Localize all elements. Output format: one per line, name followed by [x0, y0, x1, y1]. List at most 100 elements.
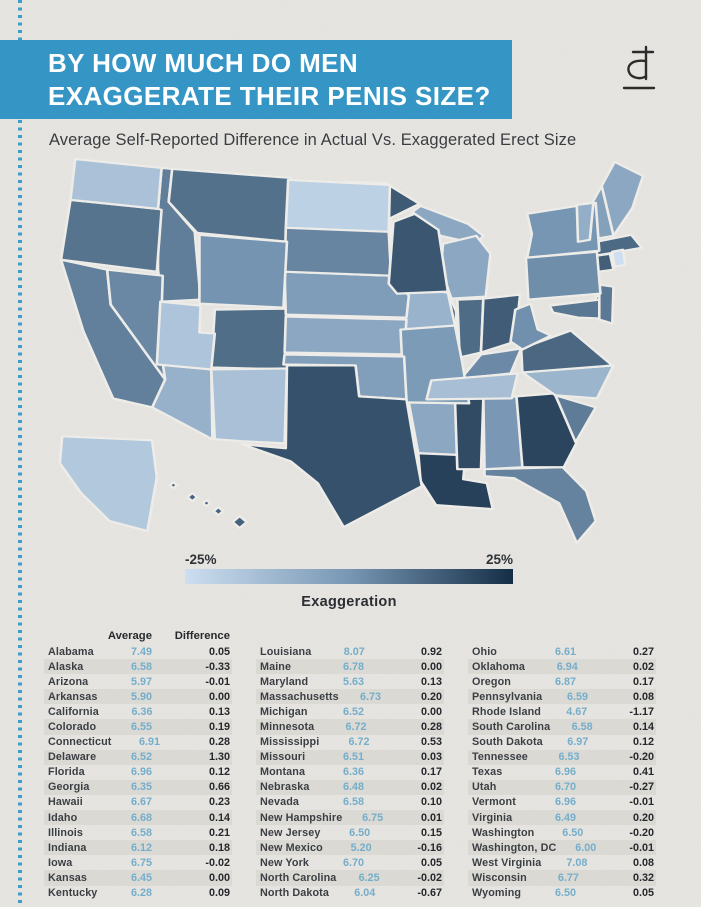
state-difference-value: 0.10 — [420, 796, 442, 809]
state-name: Texas — [472, 766, 503, 779]
state-difference-value: 0.00 — [420, 705, 442, 718]
state-name: Arizona — [48, 675, 89, 688]
table-row: Connecticut 6.91 0.28 — [44, 735, 232, 750]
state-average-value: 6.58 — [342, 796, 364, 809]
table-row: Montana 6.36 0.17 — [256, 765, 444, 780]
table-row: South Carolina 6.58 0.14 — [468, 719, 656, 735]
state-difference-value: 0.08 — [632, 690, 654, 703]
table-row: Idaho 6.68 0.14 — [44, 810, 232, 826]
table-row: Michigan 6.52 0.00 — [256, 704, 444, 719]
table-row: Mississippi 6.72 0.53 — [256, 735, 444, 750]
table-column-group-2: Louisiana 8.07 0.92 Maine 6.78 0.00 Maryland 5.… — [256, 627, 444, 901]
state-average-value: 6.70 — [342, 856, 364, 869]
legend-axis-label: Exaggeration — [301, 594, 397, 610]
state-difference-value: 0.92 — [420, 645, 442, 658]
header-average: Average — [107, 629, 152, 642]
state-name: Michigan — [260, 705, 308, 718]
table-header-row: Average Difference — [44, 627, 232, 644]
table-row: Georgia 6.35 0.66 — [44, 779, 232, 795]
state-name: Tennessee — [472, 751, 528, 764]
state-average-value: 6.45 — [130, 871, 152, 884]
state-average-value: 6.58 — [130, 826, 152, 839]
page-title-line2: EXAGGERATE THEIR PENIS SIZE? — [48, 80, 491, 111]
state-average-value: 6.96 — [554, 766, 576, 779]
subtitle: Average Self-Reported Difference in Actu… — [49, 131, 577, 149]
state-shape-colorado — [209, 307, 292, 371]
state-shape-south-dakota — [283, 226, 393, 277]
color-legend: -25% 25% Exaggeration — [185, 552, 513, 610]
state-average-value: 6.72 — [345, 721, 367, 734]
table-row: Arizona 5.97 -0.01 — [44, 674, 232, 689]
table-row: West Virginia 7.08 0.08 — [468, 855, 656, 870]
state-difference-value: 0.23 — [208, 796, 230, 809]
state-average-value: 6.50 — [554, 887, 576, 900]
state-name: North Dakota — [260, 887, 329, 900]
state-shape-mississippi — [453, 397, 485, 471]
table-row: Hawaii 6.67 0.23 — [44, 795, 232, 810]
state-name: Utah — [472, 781, 497, 794]
table-row: New Hampshire 6.75 0.01 — [256, 810, 444, 826]
state-difference-value: 0.14 — [632, 721, 654, 734]
state-difference-value: 0.00 — [208, 871, 230, 884]
state-name: Florida — [48, 766, 85, 779]
state-difference-value: -0.20 — [629, 826, 654, 839]
state-difference-value: 0.01 — [420, 811, 442, 824]
state-average-value: 6.04 — [354, 887, 376, 900]
state-shape-hawaii — [201, 499, 212, 508]
state-average-value: 6.97 — [567, 736, 589, 749]
state-average-value: 7.08 — [566, 856, 588, 869]
state-shape-kansas — [283, 315, 408, 356]
table-row: Kentucky 6.28 0.09 — [44, 886, 232, 901]
title-banner: BY HOW MUCH DO MEN EXAGGERATE THEIR PENI… — [0, 40, 512, 119]
state-average-value: 8.07 — [343, 645, 365, 658]
table-row: Maryland 5.63 0.13 — [256, 674, 444, 689]
state-difference-value: 0.13 — [208, 705, 230, 718]
state-name: Iowa — [48, 856, 73, 869]
state-average-value: 6.52 — [130, 751, 152, 764]
state-shape-new-mexico — [209, 367, 289, 445]
state-average-value: 6.50 — [349, 826, 371, 839]
state-name: Connecticut — [48, 736, 112, 749]
state-difference-value: -0.02 — [205, 856, 230, 869]
table-row: California 6.36 0.13 — [44, 704, 232, 719]
state-name: Louisiana — [260, 645, 312, 658]
table-row: Oklahoma 6.94 0.02 — [468, 659, 656, 675]
state-shape-oregon — [59, 198, 163, 273]
state-shape-texas — [240, 364, 424, 529]
state-difference-value: 0.02 — [632, 660, 654, 673]
state-name: Maryland — [260, 675, 309, 688]
state-name: North Carolina — [260, 871, 337, 884]
state-shape-rhode-island — [610, 248, 627, 268]
state-difference-value: 0.41 — [632, 766, 654, 779]
state-shape-new-jersey — [597, 283, 615, 325]
state-difference-value: 0.12 — [632, 736, 654, 749]
state-difference-value: 1.30 — [208, 751, 230, 764]
state-name: Delaware — [48, 751, 97, 764]
state-difference-value: -0.16 — [417, 841, 442, 854]
state-name: Colorado — [48, 721, 97, 734]
state-shape-alaska — [58, 435, 159, 533]
state-average-value: 7.49 — [130, 645, 152, 658]
table-row: Nebraska 6.48 0.02 — [256, 779, 444, 795]
state-name: Nevada — [260, 796, 300, 809]
state-name: Mississippi — [260, 736, 320, 749]
table-row: Florida 6.96 0.12 — [44, 765, 232, 780]
table-row: Pennsylvania 6.59 0.08 — [468, 689, 656, 705]
state-shape-indiana — [456, 297, 485, 359]
state-difference-value: -0.01 — [629, 841, 654, 854]
state-difference-value: 0.20 — [420, 690, 442, 703]
state-average-value: 6.70 — [554, 781, 576, 794]
state-shape-wisconsin — [387, 212, 450, 295]
state-average-value: 6.12 — [130, 841, 152, 854]
state-average-value: 6.53 — [558, 751, 580, 764]
page-title-line1: BY HOW MUCH DO MEN — [48, 47, 359, 78]
state-name: Arkansas — [48, 690, 98, 703]
state-average-value: 6.58 — [571, 721, 593, 734]
table-row: Iowa 6.75 -0.02 — [44, 855, 232, 870]
state-average-value: 6.52 — [342, 705, 364, 718]
table-row: Indiana 6.12 0.18 — [44, 840, 232, 856]
state-shape-hawaii — [212, 506, 225, 517]
state-average-value: 6.59 — [566, 690, 588, 703]
state-shape-wyoming — [198, 233, 289, 309]
state-name: Pennsylvania — [472, 690, 543, 703]
